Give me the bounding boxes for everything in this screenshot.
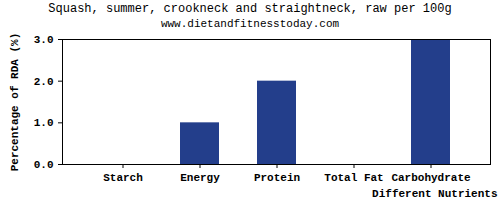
html-text:Squash, summer, crookneck and: Squash, summer, crookneck and straightne… [48, 2, 452, 16]
html-text:www.dietandfitnesstoday.com: www.dietandfitnesstoday.com [160, 18, 340, 30]
svg-text:1.0: 1.0 [34, 117, 54, 129]
svg-text:Carbohydrate: Carbohydrate [391, 172, 471, 184]
svg-text:Percentage of RDA (%): Percentage of RDA (%) [9, 33, 21, 172]
svg-text:Energy: Energy [180, 172, 220, 184]
svg-text:2.0: 2.0 [34, 76, 54, 88]
svg-text:Different Nutrients: Different Nutrients [372, 188, 497, 200]
svg-text:0.0: 0.0 [34, 159, 54, 171]
svg-text:Total Fat: Total Fat [324, 172, 383, 184]
svg-text:Protein: Protein [254, 172, 300, 184]
svg-text:Starch: Starch [103, 172, 143, 184]
svg-text:3.0: 3.0 [34, 34, 54, 46]
